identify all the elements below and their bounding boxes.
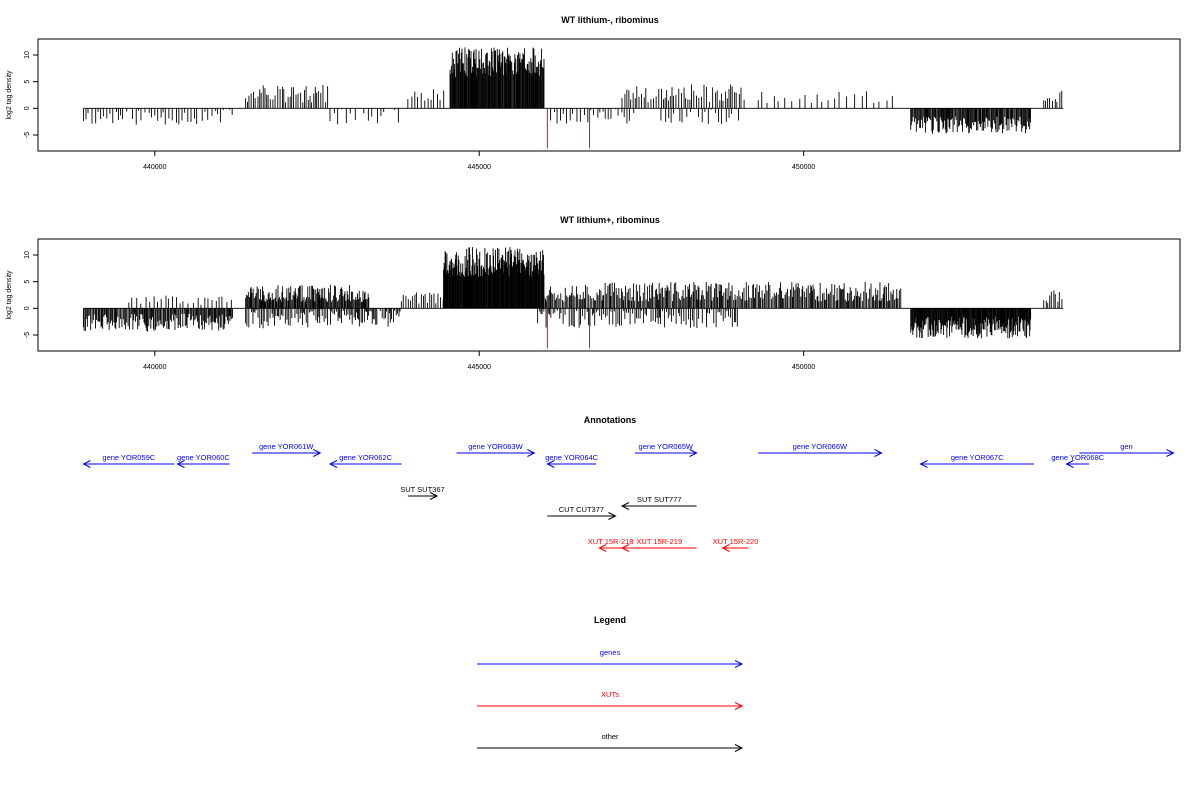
legend-label: XUTs [601,690,619,699]
panel-1-ylabel: log2 tag density [6,70,13,120]
annotation-gene-yor067c: gene YOR067C [919,453,1035,468]
annotation-label: gene YOR068C [1051,453,1104,462]
panel-2-ylabel: log2 tag density [6,270,13,320]
annotation-label: gen [1120,442,1133,451]
annotation-label: gene YOR067C [951,453,1004,462]
panel-1-title: WT lithium-, ribominus [561,15,659,25]
annotation-arrowhead [608,512,617,520]
annotation-xut-15r-219: XUT 15R-219 [620,537,697,552]
legend-label: genes [600,648,621,657]
annotation-xut-15r-220: XUT 15R-220 [713,537,759,552]
panel-1-frame [37,38,1181,152]
annotation-label: XUT 15R-218 [588,537,634,546]
annotation-arrowhead [689,449,698,457]
annotation-gene-yor068c: gene YOR068C [1051,453,1105,468]
panel-2-peaks [546,308,591,349]
panel-2-xtick-label: 445000 [468,364,491,371]
panel-1-ytick-label: 0 [24,106,31,110]
annotation-sut-sut777: SUT SUT777 [620,495,697,510]
panel-2-xtick-label: 450000 [792,364,815,371]
annotations-track: Annotations gene YOR059C gene YOR060Cgene… [82,415,1175,552]
annotation-arrowhead [620,502,630,510]
panel-2-xtick-label: 440000 [143,364,166,371]
annotation-label: CUT CUT377 [559,505,604,514]
annotation-label: gene YOR065W [639,442,694,451]
annotation-xut-15r-218: XUT 15R-218 [588,537,634,552]
legend-item-xuts: XUTs [477,690,744,710]
annotation-arrowhead [919,460,928,468]
panel-2-title: WT lithium+, ribominus [560,215,660,225]
legend-item-genes: genes [477,648,744,668]
legend: Legend genes XUTs other [477,615,744,752]
panel-1-signal [82,47,1064,134]
annotation-label: gene YOR062C [339,453,392,462]
annotation-label: XUT 15R-219 [636,537,682,546]
annotation-label: XUT 15R-220 [713,537,759,546]
annotation-gene-yor059c: gene YOR059C [82,453,175,468]
legend-item-other: other [477,732,744,752]
annotation-gene-yor062c: gene YOR062C [328,453,402,468]
legend-arrowhead [734,702,744,710]
annotation-label: SUT SUT777 [637,495,681,504]
legend-arrowhead [734,744,744,752]
annotation-arrowhead [328,460,338,468]
panel-1-xtick-label: 445000 [468,164,491,171]
annotation-label: gene YOR059C [102,453,155,462]
legend-label: other [601,732,619,741]
annotation-arrowhead [176,460,185,468]
panel-1-xtick-label: 440000 [143,164,166,171]
panel-2-ytick-label: -5 [24,332,31,338]
panel-2-ytick-label: 0 [24,306,31,310]
annotation-arrowhead [721,544,730,552]
annotation-gene-yor064c: gene YOR064C [545,453,599,468]
legend-arrowhead [734,660,744,668]
annotation-arrowhead [82,460,91,468]
legend-title: Legend [594,615,626,625]
annotation-arrowhead [527,449,536,457]
annotation-arrowhead [429,492,439,500]
annotation-gen: gen [1079,442,1175,457]
panel-lithium-minus: WT lithium-, ribominus 440000 445000 45000… [6,15,1181,171]
annotation-label: gene YOR066W [793,442,848,451]
panel-2-ytick-label: 5 [24,280,31,284]
panel-1-ytick-label: 10 [24,51,31,59]
panel-2-frame [37,238,1181,352]
panel-2-ytick-label: 10 [24,251,31,259]
annotation-label: gene YOR060C [177,453,230,462]
annotations-title: Annotations [584,415,637,425]
annotation-arrowhead [598,544,607,552]
panel-1-axes: 440000 445000 450000 -5 0 5 10 [24,51,815,171]
annotation-arrowhead [546,460,555,468]
annotation-gene-yor063w: gene YOR063W [456,442,536,457]
annotation-gene-yor065w: gene YOR065W [634,442,698,457]
annotation-sut-sut367: SUT SUT367 [400,485,445,500]
panel-2-signal [82,247,1064,339]
panel-1-ytick-label: -5 [24,132,31,138]
annotation-arrowhead [1166,449,1175,457]
panel-2-axes: 440000 445000 450000 -5 0 5 10 [24,251,815,371]
annotation-label: gene YOR063W [468,442,523,451]
annotation-cut-cut377: CUT CUT377 [547,505,617,520]
annotation-features: gene YOR059C gene YOR060C gene YOR061W gene… [82,442,1175,552]
panel-1-peaks [546,108,591,149]
annotation-arrowhead [620,544,630,552]
panel-lithium-plus: WT lithium+, ribominus 440000 445000 45000… [6,215,1181,371]
panel-1-ytick-label: 5 [24,80,31,84]
annotation-label: SUT SUT367 [400,485,444,494]
annotation-label: gene YOR061W [259,442,314,451]
annotation-gene-yor061w: gene YOR061W [252,442,322,457]
annotation-arrowhead [313,449,322,457]
annotation-gene-yor066w: gene YOR066W [758,442,883,457]
annotation-arrowhead [1065,460,1074,468]
annotation-gene-yor060c: gene YOR060C [176,453,230,468]
legend-items: genes XUTs other [477,648,744,752]
panel-1-xtick-label: 450000 [792,164,815,171]
annotation-label: gene YOR064C [545,453,598,462]
annotation-arrowhead [874,449,883,457]
